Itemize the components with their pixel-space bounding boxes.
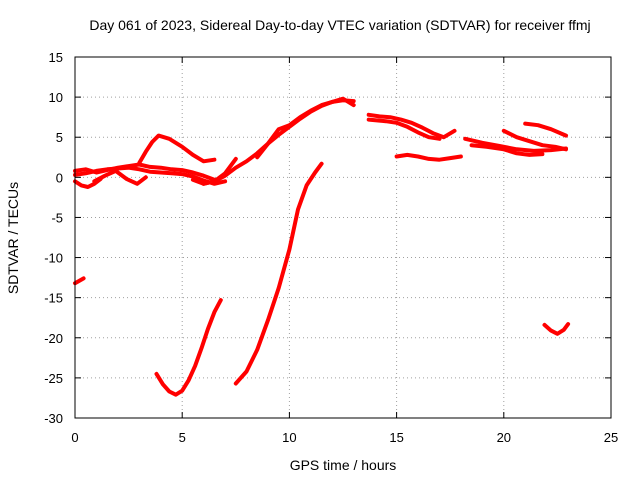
- y-tick-label: 5: [56, 130, 63, 145]
- series-line-s14: [394, 152, 463, 162]
- series-line-s11: [255, 96, 356, 160]
- series-line-s6: [73, 276, 86, 286]
- x-tick-label: 15: [389, 430, 403, 445]
- x-axis-label: GPS time / hours: [290, 457, 397, 473]
- x-tick-label: 25: [604, 430, 618, 445]
- series-line-s7: [154, 298, 223, 397]
- series-line-s12: [366, 112, 457, 140]
- y-tick-label: -20: [44, 331, 63, 346]
- y-tick-label: -10: [44, 251, 63, 266]
- series-line-s8: [233, 161, 324, 386]
- series-line-s18: [523, 121, 568, 138]
- y-tick-label: 0: [56, 170, 63, 185]
- y-tick-label: -15: [44, 291, 63, 306]
- series-line-s13: [366, 117, 442, 141]
- y-axis-label: SDTVAR / TECUs: [5, 182, 21, 294]
- series-line-s16: [469, 143, 545, 157]
- y-tick-label: 10: [49, 90, 63, 105]
- series-line-s19: [542, 322, 571, 336]
- x-tick-label: 20: [497, 430, 511, 445]
- axis-ticks: 0 5 10 15 20 25 -30 -25 -20 -15 -10 -5 0 5 10 15: [44, 50, 618, 445]
- series-line-s17: [501, 128, 568, 152]
- series-line-s2: [73, 165, 228, 186]
- x-tick-label: 10: [282, 430, 296, 445]
- data-traces: [73, 96, 571, 397]
- y-tick-label: 15: [49, 50, 63, 65]
- y-tick-label: -30: [44, 411, 63, 426]
- series-line-s5: [137, 133, 217, 165]
- chart-title: Day 061 of 2023, Sidereal Day-to-day VTE…: [89, 17, 590, 33]
- x-tick-label: 5: [179, 430, 186, 445]
- series-line-s4: [92, 168, 148, 186]
- x-tick-label: 0: [71, 430, 78, 445]
- grid: [75, 57, 611, 418]
- plot-frame: [74, 56, 612, 419]
- y-tick-label: -5: [51, 210, 63, 225]
- y-tick-label: -25: [44, 371, 63, 386]
- series-line-s10: [190, 156, 238, 186]
- series-line-s15: [463, 136, 568, 153]
